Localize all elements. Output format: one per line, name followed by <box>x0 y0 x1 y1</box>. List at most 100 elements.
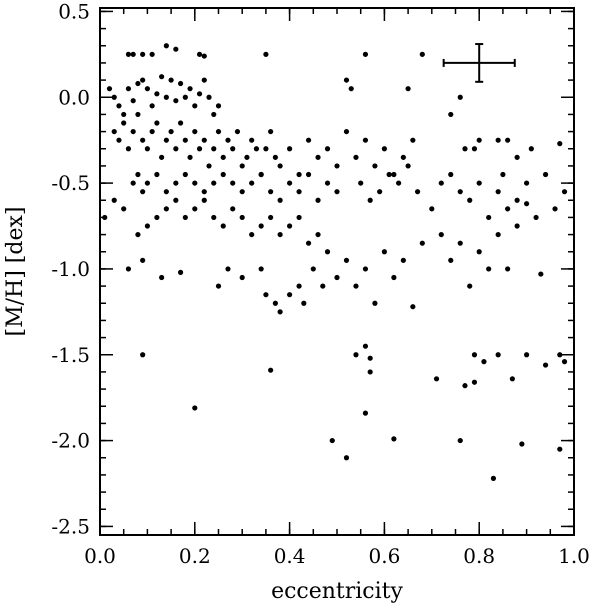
data-point <box>268 367 274 373</box>
data-point <box>372 163 378 169</box>
data-point <box>429 206 435 212</box>
data-point <box>505 137 511 143</box>
data-point <box>130 128 136 135</box>
data-point <box>287 292 293 298</box>
data-point <box>287 146 293 152</box>
data-point <box>196 51 203 57</box>
data-point <box>192 206 198 212</box>
data-point <box>386 171 392 178</box>
data-point <box>358 180 364 186</box>
data-point <box>168 77 174 83</box>
data-point <box>391 274 397 281</box>
data-point <box>405 86 411 92</box>
data-point <box>367 197 373 203</box>
data-point <box>533 214 539 221</box>
data-point <box>315 197 321 203</box>
data-point <box>542 362 549 368</box>
data-point <box>168 128 174 135</box>
data-point <box>524 180 530 186</box>
data-point <box>391 436 397 442</box>
y-tick-label: -2.5 <box>51 514 90 538</box>
data-point <box>557 141 563 147</box>
data-point <box>173 146 179 152</box>
y-tick-label: -2.0 <box>51 429 90 453</box>
data-point <box>296 214 302 221</box>
data-point <box>182 171 188 178</box>
data-point <box>505 266 511 272</box>
data-point <box>320 283 326 289</box>
data-point <box>116 137 122 143</box>
data-point <box>486 214 492 221</box>
data-point <box>277 197 283 203</box>
data-point <box>159 274 165 281</box>
data-point <box>163 94 169 100</box>
data-point <box>130 180 136 186</box>
data-point <box>135 80 141 87</box>
data-point <box>277 309 283 315</box>
data-point <box>334 274 340 281</box>
data-point <box>448 111 454 118</box>
data-point <box>372 300 378 306</box>
data-point <box>196 146 203 152</box>
data-point <box>552 206 558 212</box>
data-point <box>301 300 307 306</box>
data-point <box>514 197 520 203</box>
data-point <box>467 283 473 289</box>
data-point <box>163 43 169 49</box>
data-point <box>230 180 236 186</box>
tick-labels: 0.0 0.2 0.4 0.6 0.8 1.0 -2.5 -2.0 -1.5 -1.0 -0.5 0.… <box>51 0 589 568</box>
data-point <box>268 214 274 221</box>
data-point <box>348 86 354 92</box>
data-point <box>140 352 146 358</box>
data-point <box>542 171 549 178</box>
data-point <box>343 128 350 135</box>
data-point <box>400 154 406 160</box>
data-point <box>538 271 544 277</box>
data-point <box>244 154 250 160</box>
y-tick-label: -1.5 <box>51 343 90 367</box>
data-point <box>334 189 340 195</box>
x-tick-label: 0.6 <box>368 544 400 568</box>
data-point <box>481 359 487 365</box>
data-point <box>177 269 184 275</box>
data-point <box>154 214 160 221</box>
data-point <box>410 304 416 310</box>
data-point <box>462 383 468 389</box>
data-point <box>315 231 321 238</box>
data-point <box>196 91 203 97</box>
data-point <box>121 111 127 118</box>
data-point <box>149 103 155 109</box>
data-point <box>353 154 359 160</box>
data-point <box>476 180 482 186</box>
error-bar <box>442 43 516 83</box>
data-point <box>519 441 525 447</box>
data-point <box>381 146 387 152</box>
data-point <box>125 266 132 272</box>
data-point <box>272 300 278 306</box>
data-point <box>239 189 245 195</box>
data-point <box>258 171 264 178</box>
data-point <box>173 46 179 52</box>
data-point <box>334 163 340 169</box>
data-point <box>253 146 260 152</box>
data-point <box>457 240 463 246</box>
data-point <box>315 154 321 160</box>
x-tick-label: 0.0 <box>84 544 116 568</box>
data-point <box>121 120 127 126</box>
data-point <box>192 128 198 135</box>
data-point <box>396 180 402 186</box>
data-point <box>476 137 482 143</box>
data-point <box>457 437 463 444</box>
data-point <box>405 163 411 169</box>
data-point <box>324 180 331 186</box>
data-point <box>220 223 226 229</box>
data-point <box>201 189 207 195</box>
axis-ticks <box>99 8 575 535</box>
data-point <box>239 274 245 281</box>
data-point <box>419 51 425 57</box>
data-point <box>324 146 331 152</box>
data-point <box>486 266 492 272</box>
data-point <box>187 154 193 160</box>
data-point <box>140 137 146 143</box>
